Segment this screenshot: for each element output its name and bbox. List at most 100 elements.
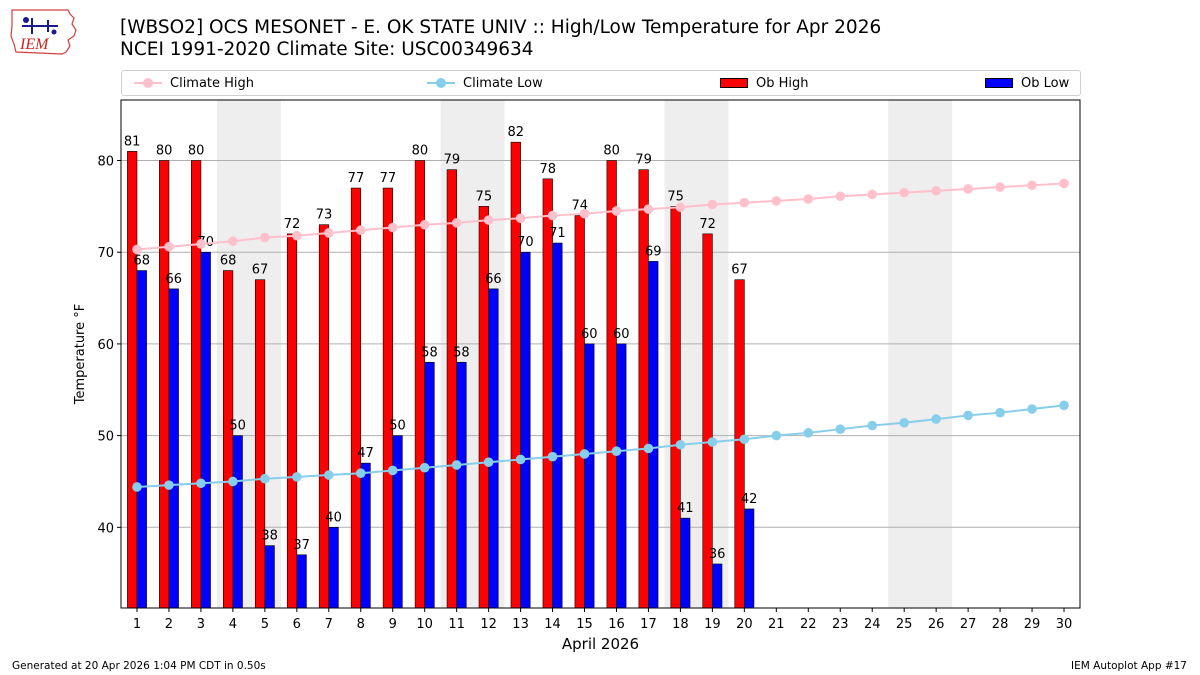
ob-low-bar xyxy=(744,508,755,609)
ob-high-bar xyxy=(510,141,521,609)
ob-high-label: 67 xyxy=(252,263,269,278)
ob-high-label: 73 xyxy=(316,208,333,223)
climate-low-point xyxy=(260,473,270,484)
climate-low-point xyxy=(803,428,814,438)
ob-low-bar xyxy=(360,462,371,609)
ob-high-label: 80 xyxy=(156,144,173,159)
ob-high-swatch xyxy=(720,76,748,90)
x-tick-label: 18 xyxy=(672,617,689,632)
ob-high-label: 77 xyxy=(380,171,397,186)
x-tick-label: 4 xyxy=(229,617,237,632)
legend-label-ob-low: Ob Low xyxy=(1021,75,1070,91)
x-tick-label: 25 xyxy=(896,617,913,632)
climate-low-point xyxy=(419,462,430,473)
ob-high-bar xyxy=(574,215,585,609)
x-tick-label: 8 xyxy=(357,617,365,632)
climate-low-point xyxy=(451,460,462,470)
climate-low-point xyxy=(867,420,878,431)
ob-low-bar xyxy=(392,435,403,609)
ob-high-bar xyxy=(638,169,649,609)
legend-label-ob-high: Ob High xyxy=(756,75,809,91)
ob-low-bar xyxy=(616,343,627,609)
climate-low-point xyxy=(675,439,686,450)
ob-high-bar xyxy=(222,270,234,609)
ob-low-label: 36 xyxy=(709,547,726,562)
climate-low-point xyxy=(1059,400,1069,411)
climate-low-swatch xyxy=(427,76,455,90)
climate-high-point xyxy=(739,197,750,208)
climate-high-point xyxy=(547,210,558,221)
ob-low-bar xyxy=(232,435,243,609)
climate-high-point xyxy=(387,222,398,233)
x-tick-label: 15 xyxy=(576,617,593,632)
climate-low-point xyxy=(292,472,302,482)
climate-high-point xyxy=(643,204,654,214)
ob-high-label: 67 xyxy=(731,263,748,278)
x-tick-label: 22 xyxy=(800,617,817,632)
ob-high-bar xyxy=(606,160,617,609)
x-tick-label: 12 xyxy=(480,617,497,632)
chart-legend: Climate High Climate Low Ob High Ob Low xyxy=(121,70,1081,96)
ob-high-bar xyxy=(127,151,138,609)
chart-title: [WBSO2] OCS MESONET - E. OK STATE UNIV :… xyxy=(120,17,881,61)
ob-low-bar xyxy=(136,270,147,609)
ob-low-label: 60 xyxy=(581,327,598,342)
ob-high-bar xyxy=(734,279,745,609)
climate-high-point xyxy=(835,191,846,202)
climate-high-swatch xyxy=(134,76,162,90)
logo-text: IEM xyxy=(19,36,50,53)
ob-low-label: 50 xyxy=(389,419,406,434)
climate-high-point xyxy=(771,196,782,206)
climate-high-point xyxy=(515,213,526,224)
title-line-1: [WBSO2] OCS MESONET - E. OK STATE UNIV :… xyxy=(120,17,882,38)
climate-high-point xyxy=(803,194,814,204)
y-tick-label: 80 xyxy=(97,155,114,170)
ob-low-bar xyxy=(168,288,179,609)
climate-low-point xyxy=(707,437,718,447)
ob-low-label: 50 xyxy=(229,419,246,434)
legend-label-climate-high: Climate High xyxy=(170,75,255,91)
x-tick-label: 30 xyxy=(1056,617,1073,632)
climate-low-point xyxy=(164,480,174,490)
climate-high-point xyxy=(132,244,142,255)
ob-low-bar xyxy=(488,288,499,609)
ob-low-label: 42 xyxy=(741,492,758,507)
ob-high-bar xyxy=(478,206,489,609)
ob-high-bar xyxy=(159,160,170,609)
ob-high-bar xyxy=(191,160,202,609)
title-line-2: NCEI 1991-2020 Climate Site: USC00349634 xyxy=(120,39,534,60)
x-tick-label: 14 xyxy=(544,617,561,632)
ob-low-label: 47 xyxy=(357,446,374,461)
climate-low-point xyxy=(196,478,206,489)
ob-high-label: 79 xyxy=(444,153,461,168)
legend-item-climate-high: Climate High xyxy=(134,71,254,95)
ob-high-bar xyxy=(542,178,553,609)
x-tick-label: 3 xyxy=(197,617,205,632)
climate-high-point xyxy=(260,232,270,243)
x-tick-label: 28 xyxy=(992,617,1009,632)
footer-generated: Generated at 20 Apr 2026 1:04 PM CDT in … xyxy=(12,660,266,672)
x-tick-label: 13 xyxy=(512,617,529,632)
x-tick-label: 5 xyxy=(261,617,269,632)
ob-high-bar xyxy=(446,169,457,609)
x-tick-label: 16 xyxy=(608,617,625,632)
ob-low-swatch xyxy=(985,76,1013,90)
ob-low-bar xyxy=(680,517,691,609)
legend-item-climate-low: Climate Low xyxy=(427,71,543,95)
ob-low-label: 58 xyxy=(421,345,438,360)
x-axis-label: April 2026 xyxy=(562,635,639,653)
climate-high-point xyxy=(292,230,302,241)
ob-high-label: 72 xyxy=(284,217,301,232)
ob-low-label: 58 xyxy=(453,345,470,360)
ob-low-bar xyxy=(264,545,275,609)
ob-high-label: 68 xyxy=(220,254,237,269)
climate-low-point xyxy=(611,446,622,456)
climate-low-point xyxy=(132,482,142,492)
ob-low-label: 37 xyxy=(293,538,310,553)
ob-high-label: 75 xyxy=(667,189,684,204)
climate-high-point xyxy=(483,215,494,225)
x-tick-label: 7 xyxy=(325,617,333,632)
ob-high-label: 75 xyxy=(476,189,493,204)
ob-high-label: 82 xyxy=(508,125,525,140)
climate-low-point xyxy=(771,430,782,441)
